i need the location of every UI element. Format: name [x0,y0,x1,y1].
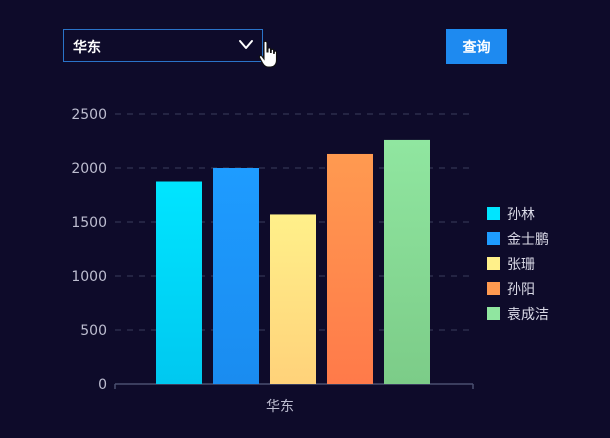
y-tick-label: 2500 [71,107,107,123]
bar-layer [156,139,430,385]
bar-4[interactable] [327,153,373,384]
region-select[interactable]: 华东 [63,29,263,62]
legend-item-label[interactable]: 袁成洁 [507,307,549,323]
legend-swatch [487,207,500,220]
x-tick-label: 华东 [266,399,294,415]
legend-swatch [487,232,500,245]
y-tick-label: 0 [98,377,107,393]
hand-cursor-icon [258,40,278,68]
bar-3[interactable] [270,214,316,384]
legend-item-label[interactable]: 张珊 [507,257,535,273]
legend-item-label[interactable]: 金士鹏 [507,232,549,248]
legend-swatch [487,257,500,270]
axis-layer: 0 500 1000 1500 2000 2500 华东 [71,107,474,415]
bar-5[interactable] [384,139,430,384]
legend-swatch [487,307,500,320]
query-button[interactable]: 查询 [446,29,507,64]
legend-item-label[interactable]: 孙阳 [507,282,535,298]
y-tick-label: 1500 [71,215,107,231]
y-tick-label: 1000 [71,269,107,285]
chevron-down-icon [239,40,253,49]
bar-1[interactable] [156,181,202,385]
legend-swatch [487,282,500,295]
y-tick-label: 500 [80,323,107,339]
bar-2[interactable] [213,168,259,384]
region-select-value: 华东 [73,40,101,56]
y-tick-label: 2000 [71,161,107,177]
legend-item-label[interactable]: 孙林 [507,207,535,223]
